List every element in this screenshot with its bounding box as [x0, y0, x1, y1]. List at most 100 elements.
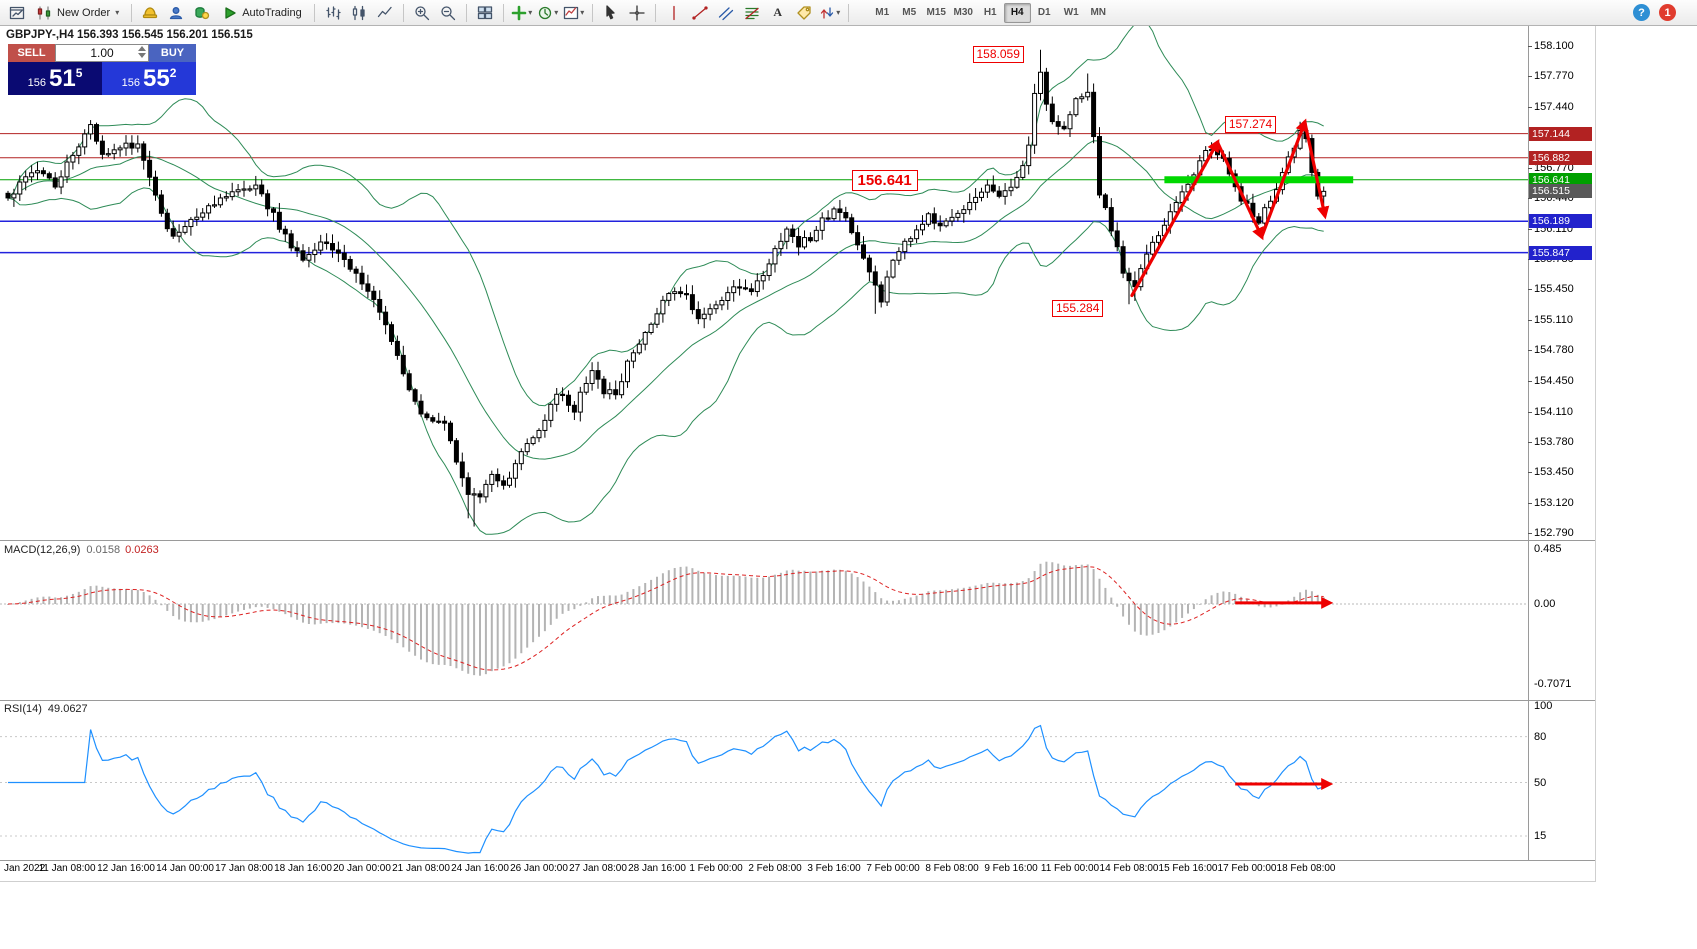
x-axis-label: 24 Jan 16:00 [451, 863, 509, 874]
x-axis-label: 21 Jan 08:00 [392, 863, 450, 874]
toolbar-separator [402, 3, 404, 22]
templates-icon[interactable]: ▾ [562, 2, 586, 24]
cursor-icon[interactable] [599, 2, 623, 24]
time-axis-separator [0, 860, 1595, 861]
x-axis-label: Jan 2022 [4, 863, 46, 874]
buy-price-big: 55 [142, 64, 170, 92]
x-axis-label: 7 Feb 00:00 [866, 863, 920, 874]
vertical-line-icon[interactable] [662, 2, 686, 24]
toolbar-separator [502, 3, 504, 22]
timeframe-button-h1[interactable]: H1 [983, 7, 997, 18]
periods-icon[interactable]: ▾ [536, 2, 560, 24]
trendline-icon[interactable] [688, 2, 712, 24]
chart-window-icon[interactable] [5, 2, 29, 24]
market-watch-icon[interactable] [190, 2, 214, 24]
trend-arrows[interactable] [1130, 118, 1330, 298]
new-order-caret-icon: ▾ [115, 8, 120, 17]
volume-input[interactable]: 1.00 [55, 44, 149, 62]
buy-button[interactable]: BUY [149, 44, 196, 62]
x-axis-label: 12 Jan 16:00 [97, 863, 155, 874]
toolbar-separator [591, 3, 593, 22]
toolbar-right: ? 1 [1633, 4, 1676, 21]
bollinger-upper [7, 26, 1324, 407]
profile-icon[interactable] [164, 2, 188, 24]
rsi-panel-canvas[interactable] [0, 701, 1595, 859]
fibonacci-icon[interactable] [740, 2, 764, 24]
volume-spinner[interactable] [138, 46, 146, 58]
autotrading-icon [222, 5, 238, 21]
volume-value: 1.00 [90, 46, 114, 60]
one-click-trading-panel: SELL 1.00 BUY 156 51 5 156 55 2 [8, 44, 196, 95]
new-order-button[interactable]: New Order ▾ [31, 2, 125, 24]
x-axis-label: 20 Jan 00:00 [333, 863, 391, 874]
line-chart-icon[interactable] [373, 2, 397, 24]
chart-title: GBPJPY-,H4 156.393 156.545 156.201 156.5… [6, 29, 253, 41]
indicators-caret-icon: ▾ [528, 8, 533, 17]
bar-chart-icon[interactable] [321, 2, 345, 24]
x-axis-label: 18 Jan 16:00 [274, 863, 332, 874]
price-axis-border[interactable] [1528, 26, 1529, 860]
zoom-out-icon[interactable] [436, 2, 460, 24]
x-axis-label: 3 Feb 16:00 [807, 863, 861, 874]
buy-price[interactable]: 156 55 2 [102, 62, 196, 95]
x-axis-label: 26 Jan 00:00 [510, 863, 568, 874]
sell-button[interactable]: SELL [8, 44, 55, 62]
text-icon[interactable]: A [773, 5, 783, 19]
candlestick-chart-icon[interactable] [347, 2, 371, 24]
crosshair-icon[interactable] [625, 2, 649, 24]
timeframe-button-w1[interactable]: W1 [1063, 7, 1079, 18]
x-axis-label: 1 Feb 00:00 [689, 863, 743, 874]
macd-name: MACD(12,26,9) [4, 544, 81, 556]
spinner-down-icon[interactable] [138, 53, 146, 58]
x-axis-label: 18 Feb 08:00 [1276, 863, 1336, 874]
macd-panel-separator[interactable] [0, 540, 1595, 541]
x-axis-label: 11 Jan 08:00 [38, 863, 96, 874]
notifications-badge[interactable]: 1 [1659, 4, 1676, 21]
x-axis-label: 9 Feb 16:00 [984, 863, 1038, 874]
arrows-icon[interactable]: ▾ [818, 2, 842, 24]
timeframe-toolbar: M1 M5 M15 M30 H1 H4 D1 W1 MN [869, 2, 1112, 23]
rsi-label: RSI(14) 49.0627 [4, 703, 88, 715]
rsi-panel-separator[interactable] [0, 700, 1595, 701]
x-axis-label: 11 Feb 00:00 [1040, 863, 1100, 874]
macd-label: MACD(12,26,9) 0.0158 0.0263 [4, 544, 159, 556]
periods-caret-icon: ▾ [554, 8, 559, 17]
bollinger-middle [7, 140, 1324, 460]
text-label-icon[interactable] [792, 2, 816, 24]
x-axis-label: 14 Jan 00:00 [156, 863, 214, 874]
toolbar-separator [131, 3, 133, 22]
bollinger-lower [7, 187, 1324, 535]
buy-price-small: 156 [121, 77, 140, 89]
timeframe-button-mn[interactable]: MN [1090, 7, 1107, 18]
macd-main-value: 0.0158 [86, 544, 121, 556]
tile-windows-icon[interactable] [473, 2, 497, 24]
autotrading-button[interactable]: AutoTrading [216, 2, 308, 24]
timeframe-button-m1[interactable]: M1 [875, 7, 890, 18]
sell-price[interactable]: 156 51 5 [8, 62, 102, 95]
x-axis-label: 27 Jan 08:00 [569, 863, 627, 874]
timeframe-button-m5[interactable]: M5 [902, 7, 917, 18]
spinner-up-icon[interactable] [138, 46, 146, 51]
sell-price-sup: 5 [75, 65, 83, 80]
chart-window-right-border [1595, 26, 1596, 881]
expert-advisors-icon[interactable] [138, 2, 162, 24]
candlestick-series [5, 49, 1327, 527]
timeframe-button-m15[interactable]: M15 [926, 7, 946, 18]
x-axis-label: 28 Jan 16:00 [628, 863, 686, 874]
macd-panel-canvas[interactable] [0, 541, 1595, 699]
timeframe-button-m30[interactable]: M30 [953, 7, 973, 18]
buy-price-sup: 2 [169, 65, 177, 80]
help-icon[interactable]: ? [1633, 4, 1650, 21]
zoom-in-icon[interactable] [410, 2, 434, 24]
rsi-line [8, 724, 1324, 854]
indicators-icon[interactable]: ▾ [510, 2, 534, 24]
toolbar-separator [465, 3, 467, 22]
macd-signal-value: 0.0263 [125, 544, 159, 556]
timeframe-button-d1[interactable]: D1 [1037, 7, 1051, 18]
arrows-caret-icon: ▾ [836, 8, 841, 17]
toolbar-separator [847, 3, 849, 22]
channel-icon[interactable] [714, 2, 738, 24]
rsi-value: 49.0627 [47, 703, 88, 715]
timeframe-button-h4[interactable]: H4 [1003, 2, 1031, 23]
price-chart-canvas[interactable] [0, 26, 1595, 540]
